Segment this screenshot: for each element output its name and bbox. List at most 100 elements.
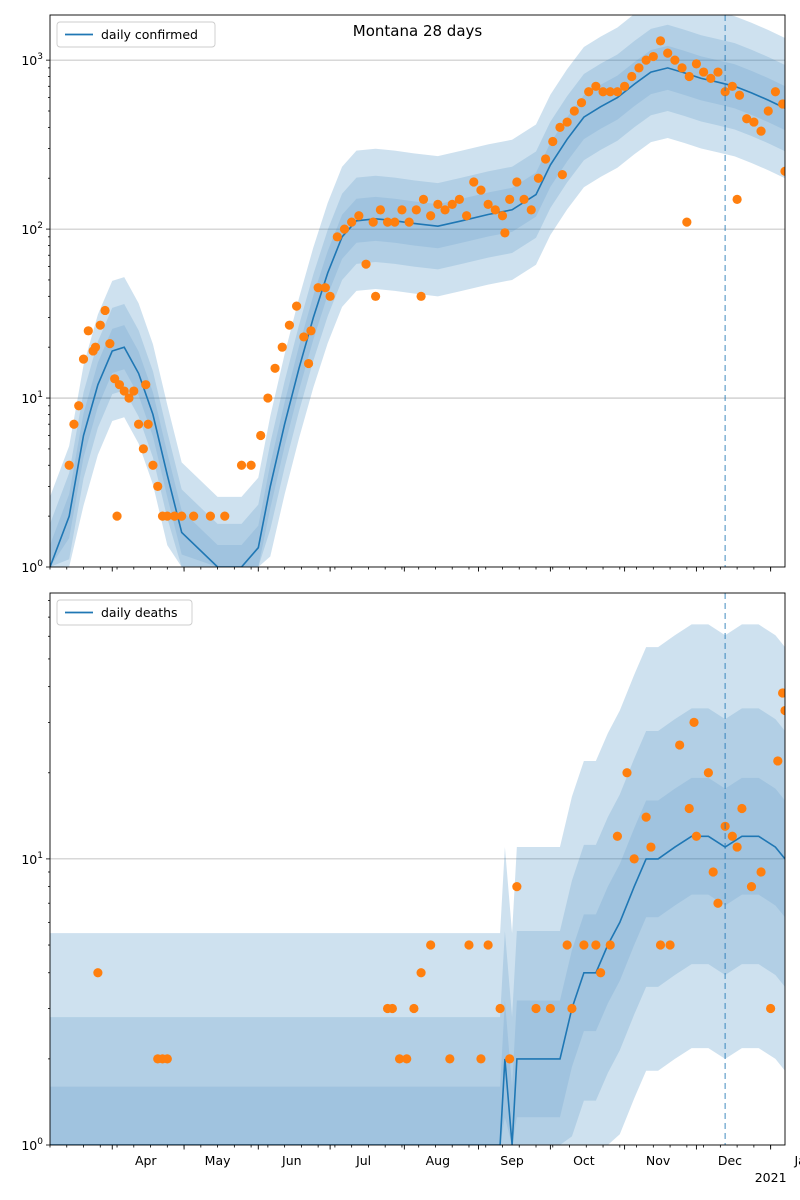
data-point bbox=[737, 803, 747, 814]
data-point bbox=[641, 812, 651, 822]
data-point bbox=[641, 55, 651, 65]
data-point bbox=[713, 67, 723, 77]
data-point bbox=[634, 63, 644, 73]
data-point bbox=[303, 358, 314, 369]
axes-frame bbox=[49, 14, 786, 568]
data-point bbox=[533, 173, 544, 183]
data-point bbox=[648, 51, 658, 62]
data-point bbox=[682, 217, 692, 227]
data-point bbox=[299, 332, 309, 342]
legend-label: daily deaths bbox=[101, 605, 178, 620]
data-point bbox=[596, 968, 606, 978]
uncertainty-band bbox=[50, 15, 785, 567]
data-point bbox=[605, 940, 615, 950]
data-point bbox=[778, 99, 785, 109]
data-point bbox=[495, 1003, 505, 1014]
data-point bbox=[464, 940, 474, 950]
data-point bbox=[375, 205, 385, 215]
data-point bbox=[148, 460, 158, 470]
data-point bbox=[483, 199, 493, 210]
data-point bbox=[598, 87, 608, 97]
data-point bbox=[742, 114, 752, 124]
data-point bbox=[332, 232, 342, 242]
data-point bbox=[339, 224, 350, 234]
data-point bbox=[100, 305, 110, 316]
data-point bbox=[220, 511, 230, 521]
data-point bbox=[64, 460, 74, 470]
data-point bbox=[576, 98, 587, 108]
y-tick-exponent: 3 bbox=[37, 52, 43, 62]
legend-box bbox=[56, 599, 193, 626]
data-point bbox=[531, 1003, 541, 1014]
data-point bbox=[246, 460, 256, 470]
data-point bbox=[545, 1003, 555, 1014]
y-tick-exponent: 0 bbox=[37, 559, 43, 569]
data-point bbox=[780, 166, 785, 176]
data-point bbox=[277, 342, 287, 352]
y-tick-exponent: 2 bbox=[37, 221, 43, 231]
data-point bbox=[153, 481, 163, 491]
data-point bbox=[114, 380, 125, 390]
data-point bbox=[313, 283, 323, 293]
data-point bbox=[763, 106, 773, 116]
data-point bbox=[143, 419, 153, 429]
data-point bbox=[540, 154, 551, 164]
data-point bbox=[133, 419, 144, 429]
data-point bbox=[505, 194, 515, 204]
data-point bbox=[291, 301, 302, 311]
data-point bbox=[469, 177, 479, 187]
data-point bbox=[325, 291, 335, 301]
data-point bbox=[354, 211, 364, 221]
data-point bbox=[236, 460, 247, 470]
data-point bbox=[162, 1054, 172, 1064]
data-point bbox=[129, 386, 139, 396]
data-point bbox=[497, 211, 508, 221]
data-point bbox=[90, 342, 101, 352]
data-point bbox=[162, 511, 172, 521]
y-tick-label: 101 bbox=[21, 851, 43, 867]
axes-frame bbox=[49, 592, 786, 1146]
data-point bbox=[655, 940, 666, 950]
data-point bbox=[698, 67, 709, 77]
data-point bbox=[119, 386, 129, 396]
data-point bbox=[177, 511, 187, 521]
x-tick-label: Jun bbox=[281, 1153, 302, 1168]
data-point bbox=[569, 106, 579, 116]
plot-area bbox=[50, 15, 785, 567]
data-point bbox=[361, 259, 371, 269]
x-tick-label: Jul bbox=[355, 1153, 371, 1168]
data-point bbox=[416, 291, 426, 301]
y-tick-label: 101 bbox=[21, 390, 43, 406]
data-point bbox=[320, 283, 330, 293]
data-point bbox=[124, 393, 134, 403]
data-point bbox=[78, 354, 89, 364]
data-point bbox=[691, 59, 702, 69]
data-point bbox=[505, 1054, 515, 1064]
x-tick-label: Nov bbox=[646, 1153, 671, 1168]
data-point bbox=[756, 126, 766, 136]
data-point bbox=[500, 228, 510, 238]
data-point bbox=[708, 867, 718, 877]
data-point bbox=[526, 205, 536, 215]
x-tick-label: Apr bbox=[135, 1153, 157, 1168]
data-point bbox=[713, 898, 723, 908]
data-point bbox=[112, 511, 122, 521]
data-point bbox=[390, 217, 400, 227]
data-point bbox=[371, 291, 381, 301]
data-point bbox=[622, 768, 632, 778]
data-point bbox=[732, 194, 742, 204]
data-point bbox=[646, 842, 656, 852]
data-point bbox=[629, 854, 639, 864]
data-point bbox=[284, 320, 295, 330]
y-tick-exponent: 0 bbox=[37, 1137, 43, 1147]
data-point bbox=[476, 1054, 486, 1064]
data-point bbox=[778, 688, 785, 698]
data-point bbox=[404, 217, 414, 227]
data-point bbox=[512, 882, 522, 892]
data-point bbox=[476, 185, 486, 195]
data-point bbox=[461, 211, 472, 221]
data-point bbox=[347, 217, 357, 227]
data-point bbox=[512, 177, 522, 187]
data-point bbox=[306, 326, 316, 336]
